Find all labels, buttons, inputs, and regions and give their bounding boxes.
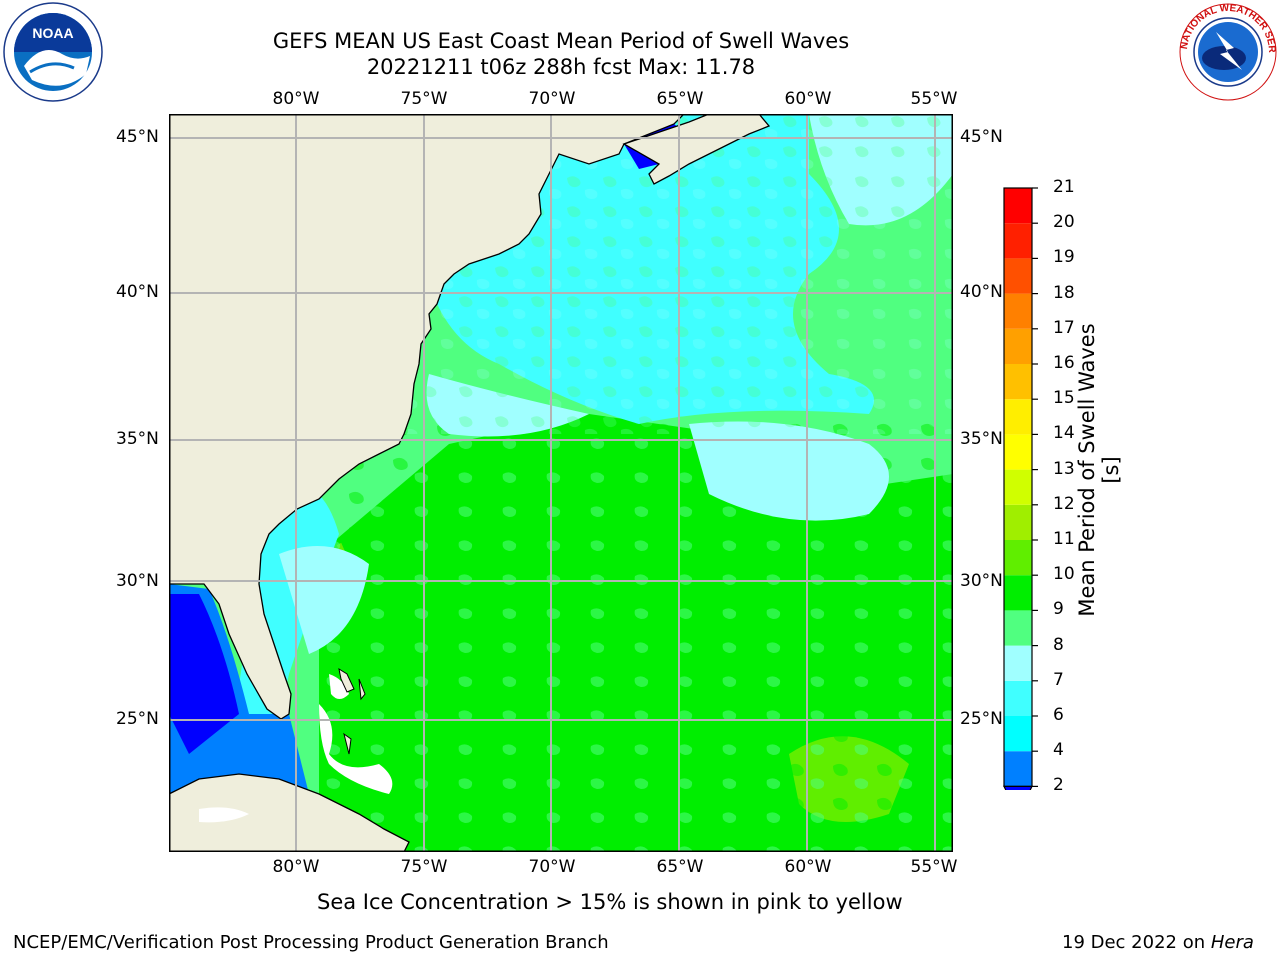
colorbar-tick-label: 17	[1053, 317, 1075, 338]
lon-label-bottom: 60°W	[784, 857, 832, 877]
colorbar-label: Mean Period of Swell Waves [s]	[1075, 323, 1123, 617]
lon-label-top: 55°W	[910, 89, 958, 109]
noaa-logo: NOAA	[3, 2, 103, 102]
colorbar-tick-label: 11	[1053, 529, 1075, 549]
lon-label-bottom: 70°W	[528, 857, 576, 877]
lat-label-right: 30°N	[960, 571, 1003, 591]
colorbar-tick-label: 2	[1053, 775, 1064, 796]
no-data-bahamas-bank	[319, 704, 393, 794]
colorbar-tick-label: 10	[1053, 564, 1075, 585]
land-nova-scotia	[622, 114, 771, 185]
footer-right: 19 Dec 2022 on Hera	[1062, 932, 1254, 953]
colorbar-tick-label: 19	[1053, 247, 1075, 268]
nws-logo: NATIONAL WEATHER SERVICE	[1178, 2, 1277, 101]
colorbar-segment	[1004, 751, 1032, 787]
map-border	[169, 114, 953, 852]
colorbar-segment	[1004, 716, 1032, 752]
lon-label-bottom: 65°W	[656, 857, 704, 877]
lat-label-left: 40°N	[116, 282, 159, 302]
lat-label-left: 25°N	[116, 709, 159, 729]
graticule	[169, 114, 953, 852]
colorbar-segment	[1004, 504, 1032, 540]
plot-title-line1: GEFS MEAN US East Coast Mean Period of S…	[272, 29, 850, 53]
lon-label-bottom: 55°W	[910, 857, 958, 877]
colorbar-segments	[1003, 187, 1033, 788]
colorbar-segment	[1004, 328, 1032, 364]
colorbar-segment	[1004, 188, 1032, 224]
noaa-logo-text: NOAA	[32, 25, 73, 41]
colorbar-segment	[1004, 399, 1032, 435]
colorbar-tick-label: 9	[1053, 599, 1064, 620]
lon-label-top: 75°W	[400, 89, 448, 109]
colorbar-tick-label: 4	[1053, 740, 1064, 761]
lon-label-bottom: 80°W	[272, 857, 320, 877]
colorbar-segment	[1004, 575, 1032, 611]
colorbar-under-triangle	[1003, 785, 1033, 790]
colorbar-tick-label: 16	[1053, 353, 1075, 373]
colorbar	[1003, 187, 1038, 790]
colorbar-segment	[1004, 610, 1032, 646]
footer-left: NCEP/EMC/Verification Post Processing Pr…	[13, 932, 609, 953]
colorbar-segment	[1004, 645, 1032, 681]
colorbar-tick-label: 12	[1053, 493, 1075, 514]
sea-ice-note: Sea Ice Concentration > 15% is shown in …	[317, 890, 903, 914]
colorbar-segment	[1004, 469, 1032, 505]
lon-label-top: 80°W	[272, 89, 320, 109]
lon-label-top: 60°W	[784, 89, 832, 109]
land-cuba	[169, 773, 410, 852]
colorbar-tick-label: 21	[1053, 177, 1075, 197]
lat-label-left: 30°N	[116, 571, 159, 591]
swell-period-map	[169, 114, 953, 852]
colorbar-segment	[1004, 364, 1032, 400]
colorbar-segment	[1004, 258, 1032, 294]
footer-machine: Hera	[1210, 932, 1254, 953]
colorbar-tick-label: 20	[1053, 212, 1075, 233]
lon-label-top: 70°W	[528, 89, 576, 109]
ocean-field-under-2s	[169, 594, 239, 754]
colorbar-tick-label: 7	[1053, 669, 1064, 690]
lat-label-left: 35°N	[116, 429, 159, 449]
footer-date: 19 Dec 2022 on	[1062, 932, 1211, 953]
lat-label-right: 25°N	[960, 709, 1003, 729]
lon-label-bottom: 75°W	[400, 857, 448, 877]
lat-label-left: 45°N	[116, 127, 159, 147]
colorbar-tick-label: 14	[1053, 423, 1075, 444]
colorbar-tick-label: 13	[1053, 458, 1075, 479]
colorbar-segment	[1004, 434, 1032, 470]
colorbar-segment	[1004, 293, 1032, 329]
colorbar-tick-label: 6	[1053, 705, 1064, 725]
colorbar-tick-label: 15	[1053, 388, 1075, 409]
colorbar-segment	[1004, 223, 1032, 259]
colorbar-segment	[1004, 540, 1032, 576]
land-us-east-coast	[169, 114, 685, 720]
lon-label-top: 65°W	[656, 89, 704, 109]
lat-label-right: 45°N	[960, 127, 1003, 147]
lat-label-right: 35°N	[960, 429, 1003, 449]
colorbar-segment	[1004, 680, 1032, 716]
colorbar-tick-label: 8	[1053, 634, 1064, 655]
colorbar-tick-label: 18	[1053, 282, 1075, 303]
lat-label-right: 40°N	[960, 282, 1003, 302]
plot-title-line2: 20221211 t06z 288h fcst Max: 11.78	[366, 55, 756, 79]
